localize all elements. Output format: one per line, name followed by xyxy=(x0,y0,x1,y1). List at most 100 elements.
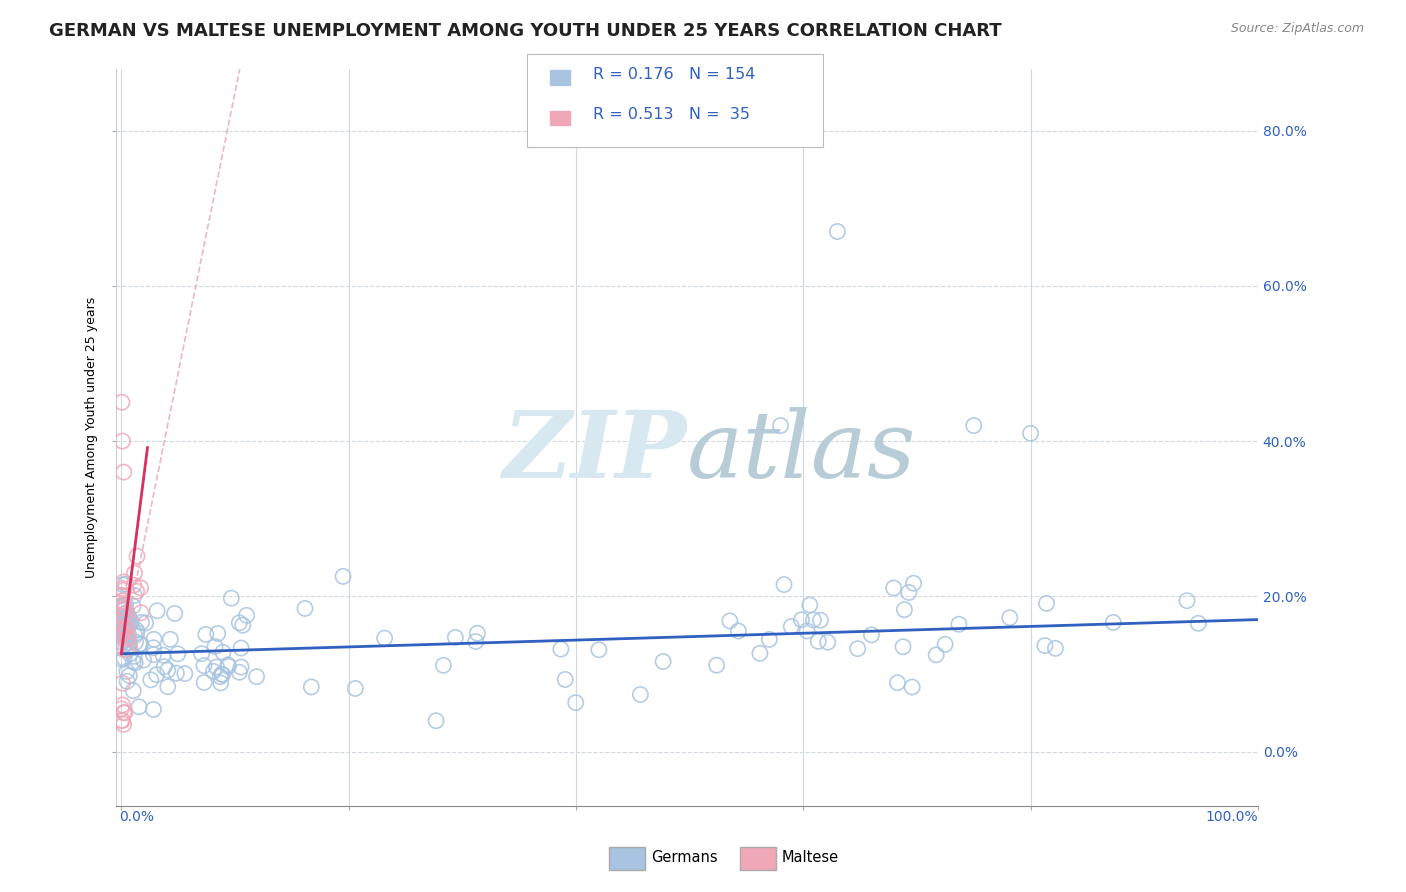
Text: R = 0.176   N = 154: R = 0.176 N = 154 xyxy=(593,67,755,81)
Point xyxy=(114,617,136,632)
Point xyxy=(1102,615,1125,630)
Point xyxy=(111,616,134,631)
Point xyxy=(1187,616,1209,631)
Point xyxy=(998,610,1021,624)
Point xyxy=(115,616,138,631)
Point xyxy=(963,418,986,433)
Point xyxy=(135,615,157,630)
Point xyxy=(796,624,818,638)
Point xyxy=(112,717,135,731)
Point xyxy=(204,640,226,654)
Point xyxy=(111,676,134,690)
Point xyxy=(883,581,905,595)
Point xyxy=(111,628,134,642)
Point xyxy=(212,645,235,659)
Point xyxy=(129,606,152,620)
Point xyxy=(110,702,132,716)
Point xyxy=(111,599,134,613)
Point xyxy=(112,613,135,627)
Point xyxy=(142,702,165,716)
Point xyxy=(153,659,176,673)
Point xyxy=(228,615,250,630)
Point xyxy=(112,706,135,720)
Point xyxy=(117,640,139,655)
Point xyxy=(925,648,948,662)
Point xyxy=(117,631,139,645)
Point xyxy=(122,599,145,613)
Point xyxy=(217,659,239,673)
Point xyxy=(111,577,134,591)
Point xyxy=(128,699,150,714)
Point xyxy=(120,614,142,628)
Point xyxy=(903,576,925,591)
Text: 0.0%: 0.0% xyxy=(120,810,155,823)
Point xyxy=(344,681,367,696)
Point xyxy=(111,609,134,624)
Point xyxy=(115,630,138,644)
Point xyxy=(464,634,486,648)
Point xyxy=(173,666,195,681)
Point xyxy=(122,578,145,592)
Point xyxy=(111,582,134,596)
Point xyxy=(229,660,252,674)
Text: ZIP: ZIP xyxy=(502,407,686,497)
Point xyxy=(111,698,134,712)
Text: 100.0%: 100.0% xyxy=(1205,810,1258,823)
Point xyxy=(110,599,132,613)
Text: GERMAN VS MALTESE UNEMPLOYMENT AMONG YOUTH UNDER 25 YEARS CORRELATION CHART: GERMAN VS MALTESE UNEMPLOYMENT AMONG YOU… xyxy=(49,22,1002,40)
Point xyxy=(799,598,821,612)
Point xyxy=(122,655,145,669)
Point xyxy=(114,601,136,615)
Point xyxy=(205,660,228,674)
Point xyxy=(124,566,146,580)
Point xyxy=(727,624,749,638)
Point xyxy=(773,577,796,591)
Point xyxy=(128,637,150,651)
Point xyxy=(115,624,138,638)
Point xyxy=(588,642,610,657)
Point xyxy=(110,714,132,728)
Point xyxy=(114,706,136,720)
Point xyxy=(564,696,586,710)
Point xyxy=(232,618,254,632)
Point xyxy=(114,621,136,635)
Point xyxy=(860,628,883,642)
Point xyxy=(115,623,138,637)
Point xyxy=(122,649,145,664)
Point xyxy=(550,642,572,657)
Point xyxy=(193,675,215,690)
Text: atlas: atlas xyxy=(686,407,917,497)
Point xyxy=(125,584,148,599)
Point xyxy=(111,652,134,666)
Text: R = 0.513   N =  35: R = 0.513 N = 35 xyxy=(593,107,751,121)
Point xyxy=(827,225,849,239)
Point xyxy=(112,600,135,615)
Point xyxy=(748,646,770,660)
Point xyxy=(117,615,139,630)
Point xyxy=(118,647,141,661)
Point xyxy=(118,641,141,656)
Point xyxy=(114,577,136,591)
Point xyxy=(115,627,138,641)
Point xyxy=(152,648,174,663)
Point xyxy=(758,632,780,647)
Point xyxy=(111,635,134,649)
Point xyxy=(142,640,165,655)
Point xyxy=(221,591,243,606)
Point xyxy=(190,647,212,661)
Point xyxy=(125,625,148,640)
Point xyxy=(112,583,135,598)
Point xyxy=(897,585,920,599)
Point xyxy=(112,628,135,642)
Text: Germans: Germans xyxy=(651,850,717,864)
Point xyxy=(803,613,825,627)
Point xyxy=(1175,593,1198,607)
Point xyxy=(114,619,136,633)
Point xyxy=(139,673,162,687)
Point xyxy=(112,632,135,646)
Point xyxy=(299,680,322,694)
Point xyxy=(132,653,155,667)
Point xyxy=(112,624,135,638)
Point xyxy=(374,631,396,645)
Point xyxy=(769,418,792,433)
